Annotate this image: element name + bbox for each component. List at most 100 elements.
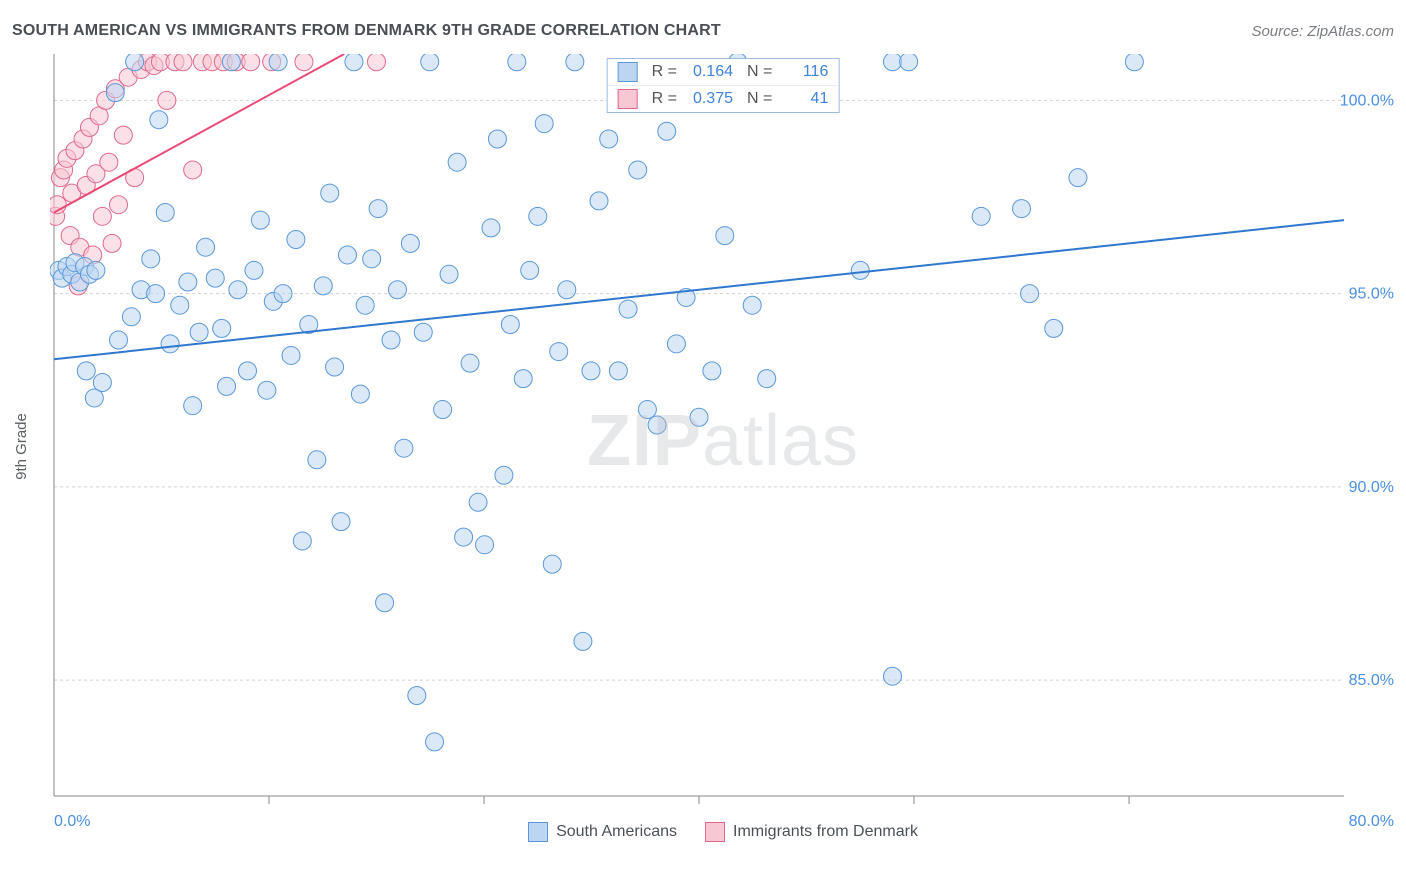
scatter-point [293, 532, 311, 550]
scatter-point [690, 408, 708, 426]
scatter-point [426, 733, 444, 751]
scatter-point [142, 250, 160, 268]
scatter-point [972, 207, 990, 225]
scatter-point [574, 632, 592, 650]
scatter-point [242, 54, 260, 71]
scatter-point [106, 84, 124, 102]
scatter-point [87, 261, 105, 279]
scatter-point [77, 362, 95, 380]
scatter-point [295, 54, 313, 71]
scatter-point [110, 196, 128, 214]
scatter-point [658, 122, 676, 140]
scatter-point [1069, 169, 1087, 187]
legend-item: South Americans [528, 822, 677, 842]
scatter-point [321, 184, 339, 202]
scatter-point [408, 687, 426, 705]
n-label: N = [747, 63, 772, 81]
n-value: 41 [782, 90, 828, 108]
scatter-point [351, 385, 369, 403]
r-label: R = [652, 63, 677, 81]
scatter-point [508, 54, 526, 71]
scatter-point [206, 269, 224, 287]
scatter-point [448, 153, 466, 171]
scatter-point [629, 161, 647, 179]
scatter-point [147, 285, 165, 303]
scatter-point [638, 401, 656, 419]
scatter-point [667, 335, 685, 353]
scatter-point [174, 54, 192, 71]
scatter-point [600, 130, 618, 148]
y-tick-label: 95.0% [1349, 286, 1394, 303]
scatter-point [566, 54, 584, 71]
scatter-point [440, 265, 458, 283]
scatter-point [158, 91, 176, 109]
scatter-point [110, 331, 128, 349]
scatter-point [900, 54, 918, 71]
scatter-point [1013, 200, 1031, 218]
scatter-point [421, 54, 439, 71]
chart-svg: 85.0%90.0%95.0%100.0%0.0%80.0% [50, 54, 1396, 836]
legend-swatch-icon [618, 62, 638, 82]
scatter-point [590, 192, 608, 210]
scatter-point [282, 346, 300, 364]
scatter-point [703, 362, 721, 380]
scatter-point [326, 358, 344, 376]
scatter-point [222, 54, 240, 71]
scatter-point [171, 296, 189, 314]
scatter-point [239, 362, 257, 380]
scatter-point [100, 153, 118, 171]
source-label: Source: ZipAtlas.com [1251, 23, 1394, 40]
scatter-point [269, 54, 287, 71]
scatter-point [648, 416, 666, 434]
scatter-point [338, 246, 356, 264]
scatter-point [356, 296, 374, 314]
y-tick-label: 90.0% [1349, 479, 1394, 496]
scatter-point [213, 319, 231, 337]
n-label: N = [747, 90, 772, 108]
trend-line [54, 54, 344, 212]
scatter-point [332, 513, 350, 531]
scatter-point [388, 281, 406, 299]
scatter-point [161, 335, 179, 353]
scatter-point [184, 161, 202, 179]
correlation-row: R = 0.375 N = 41 [608, 85, 839, 112]
scatter-point [414, 323, 432, 341]
scatter-point [401, 234, 419, 252]
series-legend: South Americans Immigrants from Denmark [50, 822, 1396, 842]
scatter-point [469, 493, 487, 511]
scatter-point [245, 261, 263, 279]
legend-swatch-icon [528, 822, 548, 842]
scatter-point [743, 296, 761, 314]
scatter-point [582, 362, 600, 380]
chart-header: SOUTH AMERICAN VS IMMIGRANTS FROM DENMAR… [12, 22, 1394, 40]
scatter-point [345, 54, 363, 71]
scatter-point [93, 373, 111, 391]
scatter-point [495, 466, 513, 484]
r-value: 0.164 [687, 63, 733, 81]
scatter-point [150, 111, 168, 129]
correlation-legend: R = 0.164 N = 116 R = 0.375 N = 41 [607, 58, 840, 113]
scatter-point [114, 126, 132, 144]
legend-item: Immigrants from Denmark [705, 822, 918, 842]
scatter-point [476, 536, 494, 554]
r-label: R = [652, 90, 677, 108]
scatter-point [884, 54, 902, 71]
scatter-point [529, 207, 547, 225]
scatter-point [363, 250, 381, 268]
scatter-point [851, 261, 869, 279]
scatter-point [535, 115, 553, 133]
scatter-point [488, 130, 506, 148]
r-value: 0.375 [687, 90, 733, 108]
scatter-point [716, 227, 734, 245]
scatter-point [258, 381, 276, 399]
scatter-point [229, 281, 247, 299]
scatter-point [1045, 319, 1063, 337]
scatter-point [308, 451, 326, 469]
chart-title: SOUTH AMERICAN VS IMMIGRANTS FROM DENMAR… [12, 22, 721, 40]
legend-swatch-icon [618, 89, 638, 109]
scatter-point [395, 439, 413, 457]
scatter-point [103, 234, 121, 252]
scatter-point [382, 331, 400, 349]
scatter-point [482, 219, 500, 237]
scatter-point [369, 200, 387, 218]
